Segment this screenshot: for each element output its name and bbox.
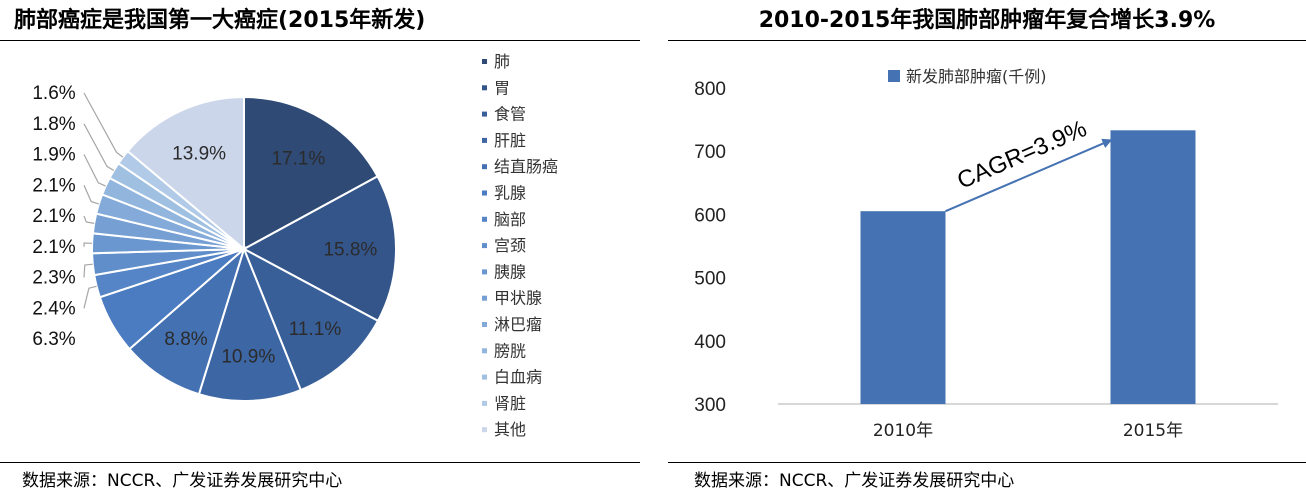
bar-legend-marker xyxy=(888,70,900,82)
legend-entry-11: 膀胱 xyxy=(494,341,526,360)
y-tick-700: 700 xyxy=(694,142,726,163)
legend-entry-14: 其他 xyxy=(494,420,526,439)
legend-marker-13 xyxy=(482,400,487,406)
pie-value-label-12: 1.8% xyxy=(32,114,75,135)
legend-marker-5 xyxy=(482,190,487,196)
pie-slice-1 xyxy=(241,174,397,323)
legend-marker-2 xyxy=(482,111,487,117)
bar-top-rule xyxy=(668,40,1306,41)
bar-source-note: 数据来源：NCCR、广发证券发展研究中心 xyxy=(694,471,1015,491)
pie-leader-line-7 xyxy=(83,263,93,278)
y-tick-600: 600 xyxy=(694,205,726,226)
pie-top-rule xyxy=(0,40,640,41)
x-tick-1: 2015年 xyxy=(1123,421,1183,441)
pie-value-label-6: 2.4% xyxy=(32,298,75,319)
pie-bottom-rule xyxy=(0,462,640,463)
pie-slice-3 xyxy=(197,246,303,402)
pie-slice-4 xyxy=(128,245,247,396)
pie-value-label-5: 6.3% xyxy=(32,329,75,350)
legend-marker-1 xyxy=(482,85,487,91)
pie-value-label-4: 8.8% xyxy=(164,329,207,350)
pie-value-label-2: 11.1% xyxy=(289,319,342,340)
pie-value-label-9: 2.1% xyxy=(32,206,75,227)
legend-marker-8 xyxy=(482,269,487,275)
legend-entry-12: 白血病 xyxy=(494,368,542,387)
y-tick-300: 300 xyxy=(694,395,726,416)
pie-leader-line-6 xyxy=(83,285,97,309)
pie-leader-line-11 xyxy=(83,154,106,187)
pie-value-label-3: 10.9% xyxy=(221,346,275,367)
bar-chart-title: 2010-2015年我国肺部肿瘤年复合增长3.9% xyxy=(758,8,1216,33)
pie-leader-line-12 xyxy=(83,123,115,172)
pie-source-note: 数据来源：NCCR、广发证券发展研究中心 xyxy=(22,471,343,491)
bar-legend-entry: 新发肺部肿瘤(千例) xyxy=(906,67,1047,86)
pie-slice-14 xyxy=(126,95,245,252)
legend-entry-2: 食管 xyxy=(494,105,526,124)
bar-bottom-rule xyxy=(668,462,1306,463)
pie-chart: 17.1% 15.8% 11.1% 10.9% 8.8% 13.9% 6.3% 2.4% 2.3… xyxy=(32,52,558,439)
y-tick-400: 400 xyxy=(694,332,726,353)
pie-value-label-14: 13.9% xyxy=(172,144,226,165)
pie-value-label-13: 1.6% xyxy=(32,83,75,104)
y-tick-800: 800 xyxy=(694,79,726,100)
pie-leader-line-9 xyxy=(83,215,95,224)
legend-marker-9 xyxy=(482,295,487,301)
pie-value-label-7: 2.3% xyxy=(32,268,75,289)
bar-0 xyxy=(860,211,946,404)
bar-chart: 300 400 500 600 700 800 2010年 2015年 新发肺部肿瘤(千例) CA… xyxy=(694,67,1278,441)
legend-marker-6 xyxy=(482,216,487,222)
legend-marker-12 xyxy=(482,374,487,380)
legend-entry-1: 胃 xyxy=(494,78,510,97)
pie-slice-0 xyxy=(243,95,379,251)
legend-entry-8: 胰腺 xyxy=(494,262,526,281)
pie-value-label-0: 17.1% xyxy=(271,149,325,170)
legend-entry-6: 脑部 xyxy=(494,210,526,229)
legend-entry-7: 宫颈 xyxy=(494,236,526,255)
legend-entry-13: 肾脏 xyxy=(494,394,526,413)
legend-entry-3: 肝脏 xyxy=(494,131,526,150)
cagr-annotation: CAGR=3.9% xyxy=(953,115,1090,194)
legend-marker-0 xyxy=(482,59,487,64)
y-tick-500: 500 xyxy=(694,269,726,290)
legend-entry-0: 肺 xyxy=(494,52,510,71)
legend-marker-10 xyxy=(482,322,487,327)
legend-entry-4: 结直肠癌 xyxy=(494,157,558,176)
x-tick-0: 2010年 xyxy=(873,421,933,441)
lung-tumor-growth-panel: 2010-2015年我国肺部肿瘤年复合增长3.9% 300 400 500 600 70… xyxy=(668,0,1306,496)
pie-value-label-8: 2.1% xyxy=(32,237,75,258)
bar-1 xyxy=(1110,130,1196,405)
pie-chart-title: 肺部癌症是我国第一大癌症(2015年新发) xyxy=(14,8,426,33)
pie-slice-2 xyxy=(242,246,380,392)
legend-entry-10: 淋巴瘤 xyxy=(494,315,542,334)
pie-value-label-10: 2.1% xyxy=(32,175,75,196)
cagr-arrow xyxy=(945,138,1113,213)
legend-marker-7 xyxy=(482,243,487,249)
legend-marker-14 xyxy=(482,427,487,433)
legend-marker-3 xyxy=(482,137,487,143)
lung-cancer-share-panel: 肺部癌症是我国第一大癌症(2015年新发) 17.1% 15.8% 11.1% 10.… xyxy=(0,0,640,496)
pie-value-label-11: 1.9% xyxy=(32,145,75,166)
legend-entry-5: 乳腺 xyxy=(494,184,526,203)
pie-value-label-1: 15.8% xyxy=(323,240,377,261)
legend-entry-9: 甲状腺 xyxy=(494,289,542,308)
pie-leader-line-13 xyxy=(83,92,124,158)
pie-leader-line-10 xyxy=(83,185,99,205)
legend-marker-4 xyxy=(482,164,487,170)
legend-marker-11 xyxy=(482,348,487,354)
pie-leader-line-8 xyxy=(83,242,93,247)
